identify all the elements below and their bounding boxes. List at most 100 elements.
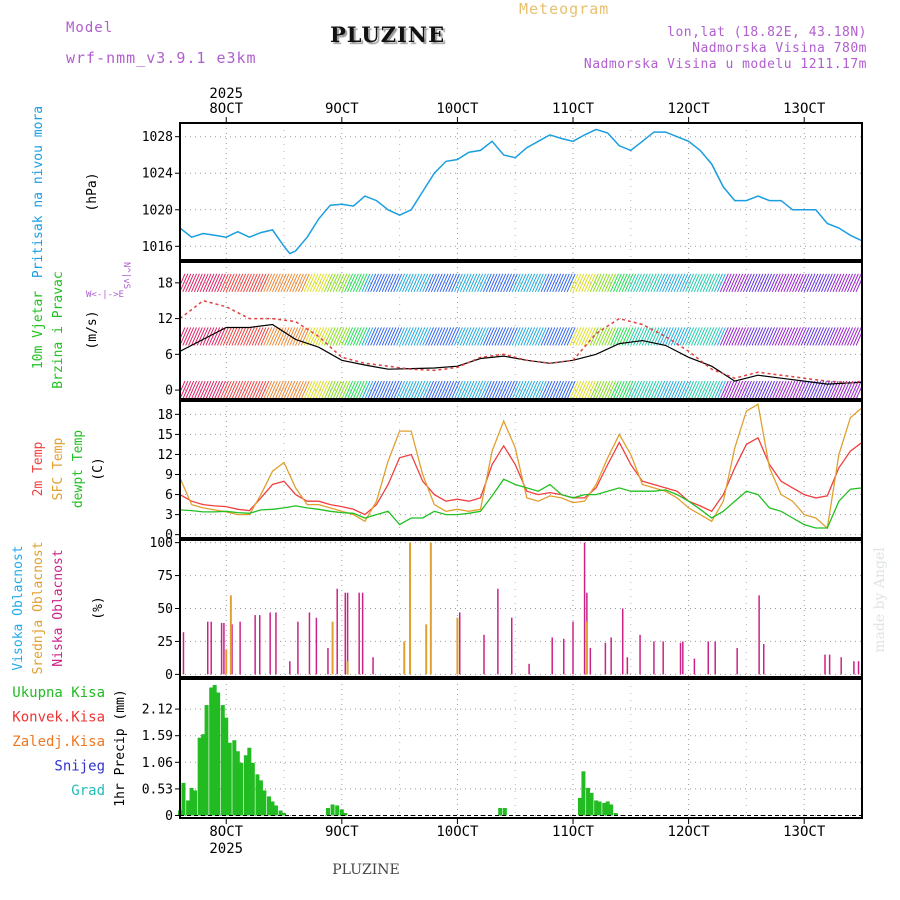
wind-barb: [514, 327, 524, 346]
wind-barb: [598, 273, 608, 293]
wind-barb: [393, 273, 403, 293]
wind-barb: [569, 380, 579, 399]
wind-barb: [318, 273, 328, 293]
wind-barb: [271, 273, 281, 293]
wind-barb: [809, 327, 819, 346]
model-name: wrf-nmm_v3.9.1 e3km: [66, 49, 257, 67]
wind-barb: [387, 273, 397, 293]
xtick-label-bottom: 10OCT: [436, 824, 479, 840]
wind-barb: [644, 380, 654, 399]
wind-barb: [595, 327, 605, 346]
wind-barb: [742, 327, 752, 346]
low-cloud-title: Niska Oblacnost: [51, 549, 66, 666]
wind-barb: [413, 380, 423, 399]
precip-bar: [197, 737, 202, 816]
wind-barb: [682, 380, 692, 399]
wind-barb: [266, 380, 276, 399]
wind-barb: [419, 380, 429, 399]
wind-barb: [841, 273, 851, 293]
precip-bar: [216, 692, 221, 816]
precip-unit: 1hr Precip (mm): [113, 689, 128, 806]
wind-barb: [494, 327, 504, 346]
wind-barb: [347, 327, 356, 346]
wind-barb: [789, 327, 799, 346]
precip-bar: [613, 812, 618, 816]
wind-barb: [355, 327, 365, 346]
wind-barb: [841, 327, 851, 346]
wind-barb: [208, 327, 218, 346]
precip-bar: [243, 755, 248, 816]
precip-bar: [282, 812, 287, 816]
wind-barb: [188, 380, 198, 399]
wind-barb: [401, 327, 411, 346]
wind-barb: [771, 380, 781, 399]
wind-barb: [358, 380, 368, 399]
wind-barb: [560, 273, 570, 293]
wind-barb: [688, 327, 697, 346]
precip-bar: [581, 771, 586, 816]
wind-barb: [751, 273, 761, 293]
wind-barb: [760, 327, 770, 346]
wind-barb: [792, 380, 801, 399]
wind-barb: [295, 273, 304, 293]
wind-barb: [211, 380, 221, 399]
wind-barb: [217, 273, 226, 293]
wind-barb: [511, 327, 521, 346]
precip-bar: [255, 774, 260, 816]
wind-barb: [422, 327, 432, 346]
wind-barb: [456, 380, 466, 399]
wind-barb: [688, 273, 697, 293]
wind-barb: [780, 327, 790, 346]
wind-barb: [815, 380, 825, 399]
wind-barb: [228, 380, 238, 399]
temp-line-1: [180, 403, 862, 530]
wind-barb: [329, 327, 339, 346]
wind-barb: [815, 273, 825, 293]
wind-barb: [491, 380, 501, 399]
wind-barb: [323, 380, 333, 399]
wind-barb: [708, 327, 718, 346]
pressure-line: [180, 128, 862, 255]
wind-barb: [685, 327, 695, 346]
wind-barb: [373, 327, 382, 346]
wind-barb: [286, 380, 296, 399]
temp-unit: (C): [91, 457, 106, 480]
wind-barb: [306, 327, 316, 346]
wind-barb: [679, 380, 689, 399]
wind-barb: [835, 273, 845, 293]
wind-barb: [422, 273, 432, 293]
wind-barb: [335, 327, 345, 346]
xtick-label-top: 10OCT: [436, 101, 479, 117]
ytick-label: 1016: [142, 240, 173, 255]
compass-label: W<-|->E: [86, 290, 124, 300]
wind-barb: [375, 327, 385, 346]
wind-barbs: [180, 273, 862, 399]
wind-barb: [803, 380, 813, 399]
wind-barb: [315, 327, 325, 346]
wind-barb: [407, 327, 417, 346]
wind-barb: [560, 327, 570, 346]
wind-barb: [303, 273, 313, 293]
wind-barb: [401, 380, 411, 399]
precip-bar: [270, 801, 275, 816]
wind-barb: [344, 273, 354, 293]
wind-barb: [693, 327, 703, 346]
wind-unit: (m/s): [85, 310, 100, 349]
xtick-label-bottom: 11OCT: [552, 824, 595, 840]
wind-barb: [468, 327, 478, 346]
wind-barb: [367, 327, 377, 346]
wind-barb: [529, 380, 539, 399]
wind-barb: [696, 327, 706, 346]
wind-barb: [514, 380, 524, 399]
wind-barb: [699, 273, 709, 293]
ytick-label: 9: [165, 468, 173, 483]
wind-barb: [474, 327, 484, 346]
wind-barb: [404, 273, 414, 293]
ytick-label: 1.59: [142, 729, 173, 744]
wind-barb: [399, 380, 408, 399]
wind-barb: [641, 327, 651, 346]
wind-barb: [309, 273, 319, 293]
precip-bar: [262, 790, 267, 816]
wind-barb: [459, 273, 469, 293]
ytick-label: 50: [157, 602, 173, 617]
